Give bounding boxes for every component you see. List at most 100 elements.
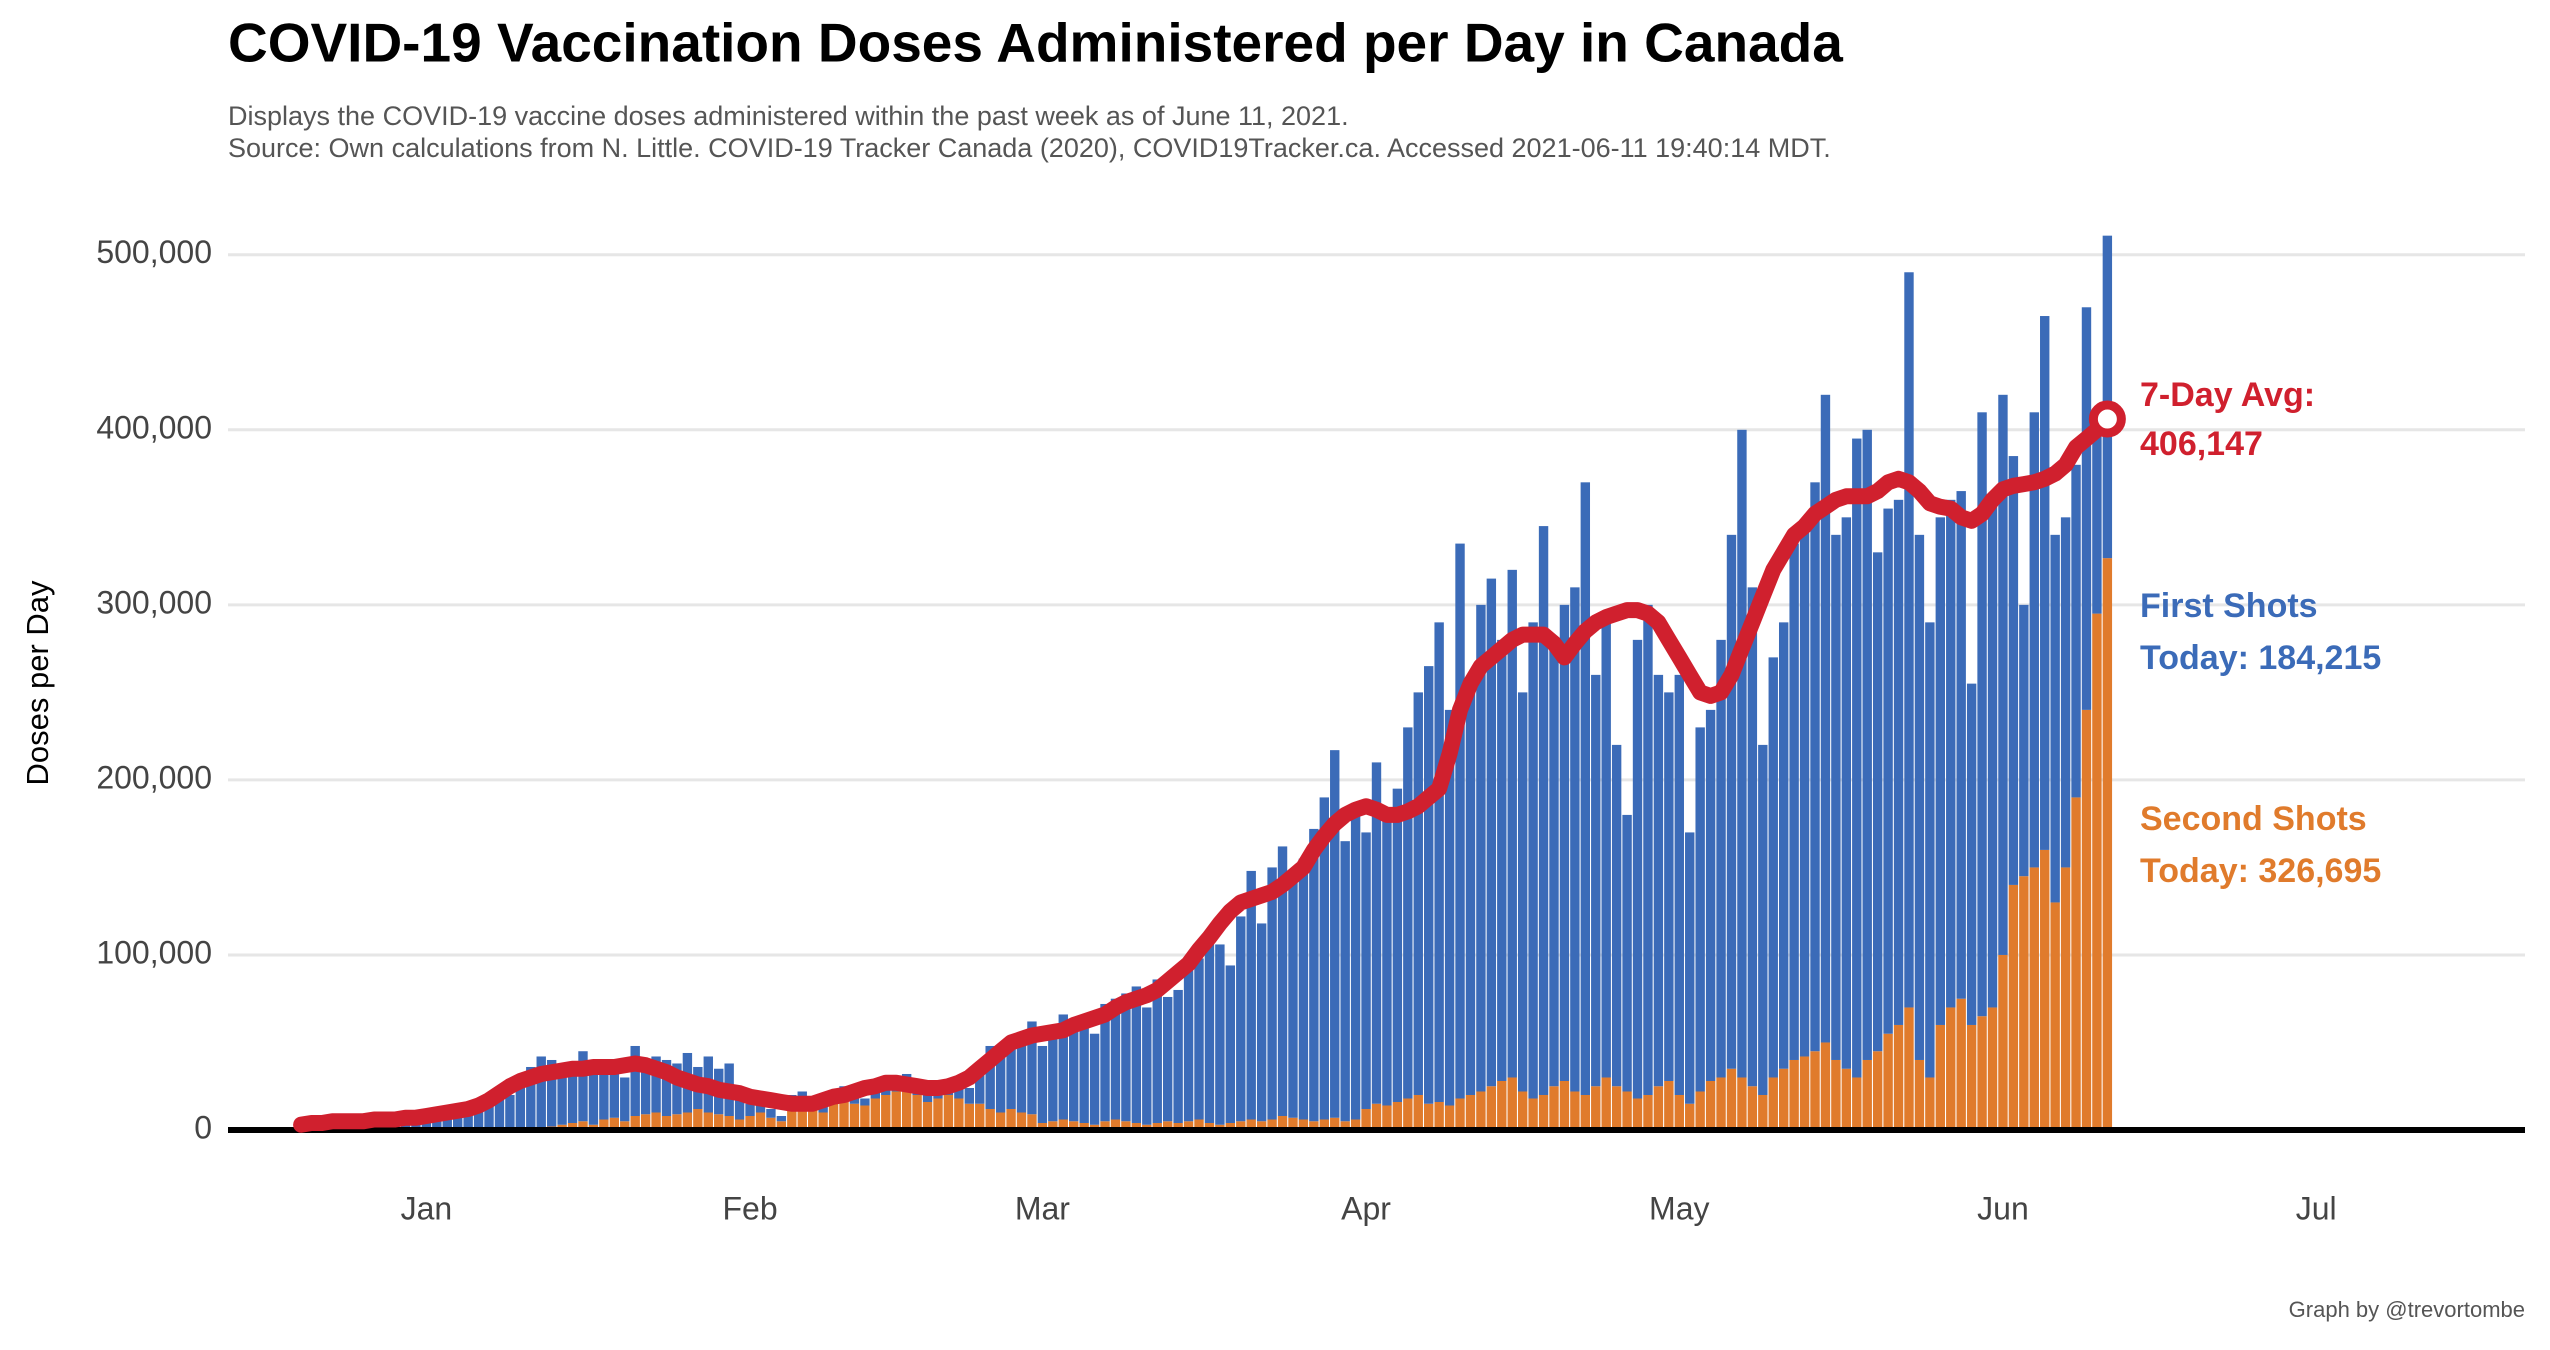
bar	[1935, 517, 1946, 1025]
bar	[557, 1072, 567, 1125]
bar	[1820, 394, 1831, 1043]
bar	[1643, 1094, 1653, 1130]
bar	[651, 1056, 661, 1113]
bar	[1758, 744, 1768, 1095]
bar	[1862, 429, 1872, 1060]
bar	[1256, 923, 1267, 1122]
bar	[1549, 639, 1559, 1087]
bar	[1027, 1021, 1037, 1115]
bar	[661, 1115, 672, 1130]
bar	[901, 1087, 912, 1130]
bar	[546, 1059, 557, 1127]
bar	[1256, 1121, 1267, 1130]
bar	[1340, 841, 1350, 1122]
bar	[1528, 1098, 1538, 1130]
bar	[1653, 674, 1664, 1087]
bar	[1497, 639, 1507, 1081]
bar	[1246, 1119, 1256, 1130]
bar	[1852, 438, 1862, 1078]
bar	[578, 1051, 588, 1122]
bar	[776, 1115, 787, 1122]
bar	[672, 1114, 682, 1130]
bar	[567, 1122, 578, 1130]
bar	[1747, 587, 1758, 1087]
bar	[2008, 884, 2019, 1130]
bar	[630, 1115, 640, 1130]
bar	[1444, 1105, 1455, 1130]
x-tick-label: Jan	[401, 1190, 453, 1226]
bar	[985, 1045, 995, 1109]
annotation: Today: 326,695	[2140, 852, 2381, 890]
bar	[1914, 1059, 1925, 1130]
bar	[1048, 1033, 1058, 1122]
bar	[1152, 979, 1162, 1123]
bar	[505, 1094, 515, 1130]
bar	[734, 1119, 745, 1130]
bar	[567, 1063, 578, 1123]
bar	[1204, 1122, 1215, 1130]
bar	[1340, 1121, 1350, 1130]
bar	[1319, 797, 1329, 1120]
chart-subtitle: Source: Own calculations from N. Little.…	[228, 133, 1831, 163]
bar	[1664, 1080, 1674, 1130]
bar	[1330, 750, 1340, 1118]
bar	[787, 1108, 797, 1130]
bar	[1810, 482, 1820, 1052]
bar	[1225, 965, 1236, 1123]
bar	[818, 1112, 828, 1130]
bar	[870, 1098, 881, 1130]
bar	[1121, 993, 1131, 1122]
bar	[1142, 1007, 1152, 1125]
bar	[1204, 937, 1215, 1123]
bar	[1371, 1103, 1382, 1130]
bar	[515, 1080, 526, 1130]
y-tick-label: 200,000	[96, 759, 212, 795]
bar	[922, 1101, 933, 1130]
bar	[1737, 429, 1747, 1078]
bar	[1935, 1024, 1946, 1130]
bar	[1079, 1122, 1089, 1130]
bar	[1726, 534, 1737, 1069]
bar	[1371, 762, 1382, 1104]
y-tick-label: 300,000	[96, 584, 212, 620]
bar	[609, 1117, 620, 1130]
bar	[745, 1115, 755, 1130]
bar	[1277, 1115, 1288, 1130]
bar	[881, 1094, 891, 1130]
bar	[1277, 846, 1288, 1116]
bar	[620, 1077, 630, 1122]
bar	[1987, 499, 1998, 1008]
bar	[1601, 622, 1611, 1078]
bar	[1434, 1101, 1444, 1130]
bar	[1006, 1108, 1016, 1130]
bar	[724, 1115, 734, 1130]
bar	[1403, 1098, 1413, 1130]
bar	[1037, 1045, 1048, 1123]
bar	[1517, 692, 1528, 1092]
bar	[745, 1103, 755, 1116]
bar	[1455, 543, 1465, 1099]
bar	[2092, 613, 2102, 1130]
bar	[1048, 1121, 1058, 1130]
bar	[975, 1103, 985, 1130]
y-tick-label: 100,000	[96, 934, 212, 970]
bar	[1956, 491, 1966, 999]
bar	[943, 1094, 954, 1130]
bar	[912, 1094, 922, 1130]
bar	[1872, 552, 1883, 1052]
bar	[1559, 1080, 1570, 1130]
x-tick-label: Jul	[2296, 1190, 2337, 1226]
bar	[1382, 1105, 1392, 1130]
bar	[651, 1112, 661, 1130]
bar	[1131, 986, 1142, 1123]
bar	[1236, 916, 1246, 1122]
bar	[1747, 1086, 1758, 1130]
bar	[985, 1108, 995, 1130]
bar	[1069, 1028, 1079, 1122]
bar	[609, 1066, 620, 1118]
bar	[891, 1091, 901, 1130]
bar	[1925, 622, 1935, 1078]
bar	[1434, 622, 1444, 1102]
